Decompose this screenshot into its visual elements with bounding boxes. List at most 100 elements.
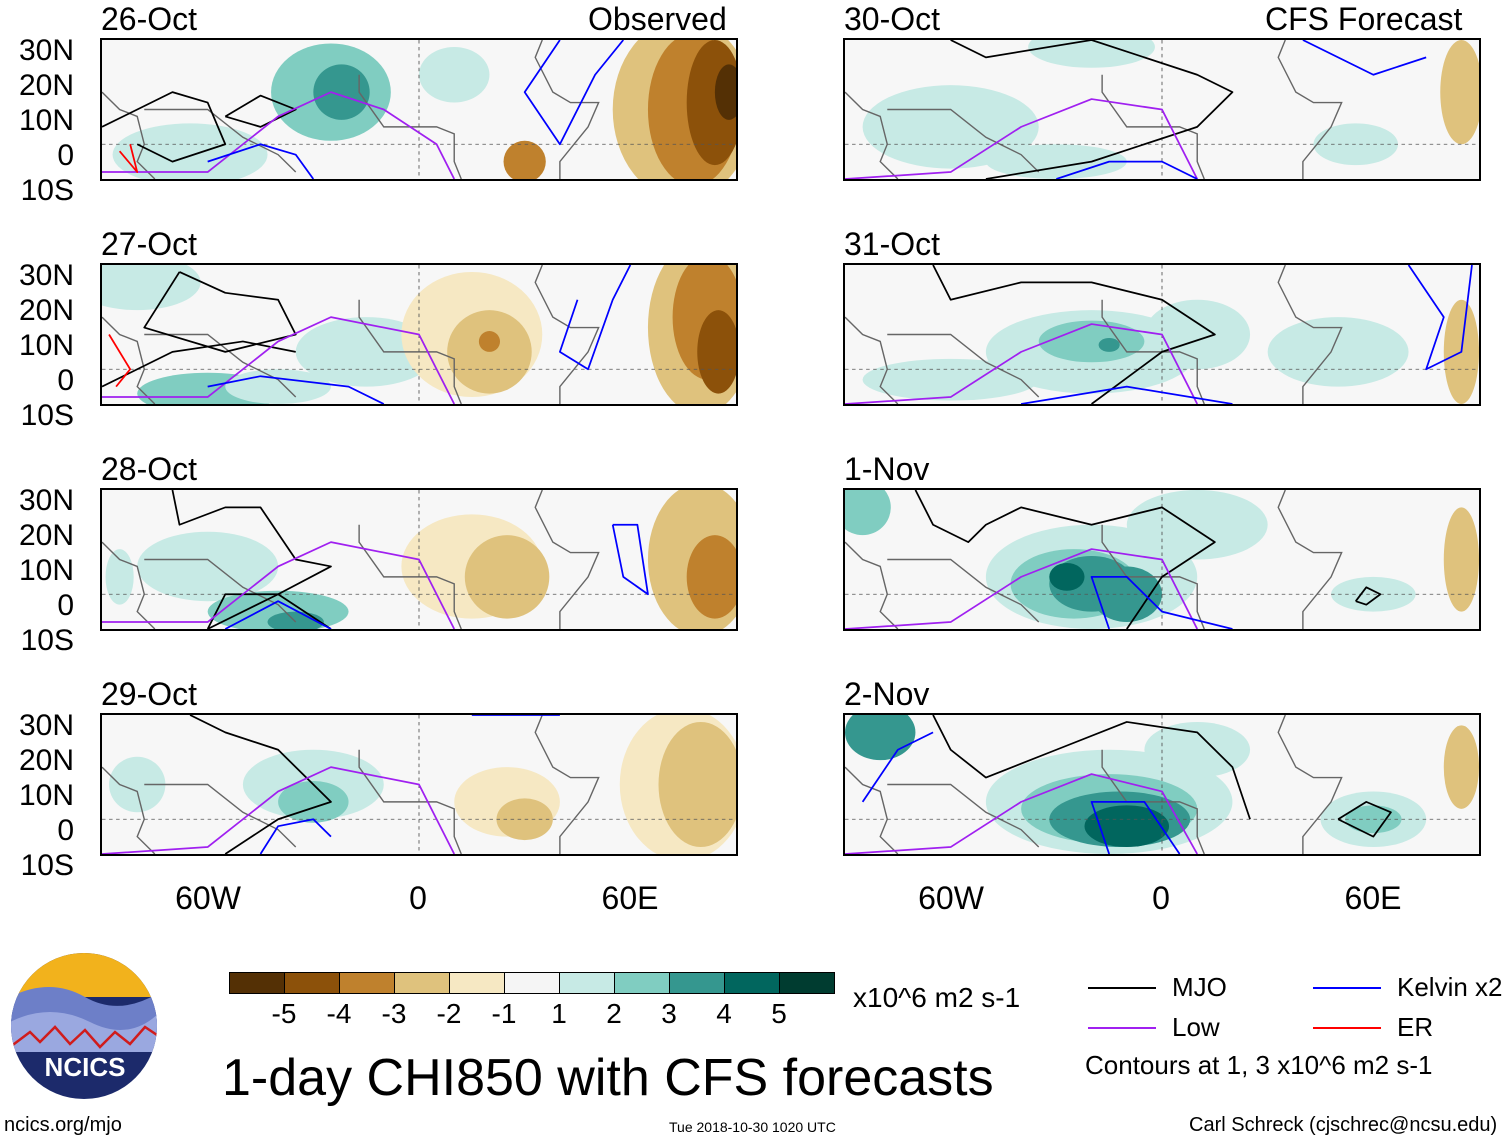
- contour-line: [102, 91, 456, 179]
- contour-line: [1407, 265, 1473, 371]
- panel-date-title: 30-Oct: [844, 1, 941, 37]
- shading-region: [278, 781, 349, 823]
- panel-date-title: 31-Oct: [844, 226, 941, 262]
- shading-region: [1038, 320, 1145, 363]
- contour-line: [207, 143, 315, 179]
- legend-line-mjo: [1088, 987, 1156, 989]
- colorbar-swatch: [394, 972, 450, 994]
- contour-line: [143, 271, 297, 353]
- coastline: [887, 333, 1040, 398]
- y-tick-label: 10S: [20, 849, 74, 882]
- shading-region: [1267, 317, 1409, 387]
- coastline: [1101, 299, 1205, 404]
- coastline: [144, 558, 297, 623]
- contour-line: [845, 98, 1199, 179]
- y-tick-label: 10S: [20, 399, 74, 432]
- shading-region: [1091, 566, 1162, 623]
- coastline: [845, 316, 899, 404]
- colorbar-swatch: [339, 972, 395, 994]
- colorbar-swatch: [504, 972, 560, 994]
- coastline: [358, 74, 462, 179]
- coastline: [534, 715, 600, 854]
- contour-line: [861, 731, 934, 803]
- y-tick-label: 30N: [18, 709, 74, 742]
- contour-note: Contours at 1, 3 x10^6 m2 s-1: [1085, 1050, 1433, 1080]
- y-tick-label: 10S: [20, 174, 74, 207]
- colorbar-swatch: [559, 972, 615, 994]
- shading-region: [845, 490, 891, 536]
- shading-region: [137, 531, 279, 602]
- y-tick-label: 30N: [18, 34, 74, 67]
- x-tick-label: 60W: [175, 880, 241, 916]
- colorbar-swatch: [724, 972, 780, 994]
- shading-region: [225, 369, 331, 404]
- colorbar-swatch: [779, 972, 835, 994]
- colorbar-label: 1: [551, 998, 567, 1029]
- contour-line: [102, 91, 227, 163]
- contour-line: [102, 766, 456, 854]
- contour-line: [171, 490, 332, 629]
- shading-region: [1331, 576, 1416, 612]
- coastline: [102, 91, 156, 179]
- contour-line: [1090, 801, 1181, 854]
- shading-region: [985, 144, 1127, 179]
- panel-date-title: 2-Nov: [844, 676, 930, 712]
- map-panel: [100, 713, 738, 856]
- shading-region: [313, 64, 370, 120]
- ncics-logo: NCICS: [11, 953, 157, 1099]
- shading-region: [105, 549, 134, 605]
- contour-line: [523, 40, 624, 146]
- colorbar-label: -4: [326, 998, 352, 1029]
- y-tick-label: 10N: [18, 554, 74, 587]
- y-tick-label: 20N: [18, 744, 74, 777]
- coastline: [102, 766, 156, 854]
- y-tick-label: 0: [57, 814, 74, 847]
- contour-line: [1056, 160, 1198, 179]
- panel-date-title: 29-Oct: [101, 676, 198, 712]
- forecast-label: CFS Forecast: [1265, 1, 1463, 37]
- figure-title: 1-day CHI850 with CFS forecasts: [222, 1049, 994, 1107]
- x-tick-label: 60E: [1344, 880, 1402, 916]
- x-tick-label: 60E: [601, 880, 659, 916]
- shading-region: [1126, 490, 1268, 560]
- coastline: [1277, 715, 1343, 854]
- contour-line: [102, 340, 296, 388]
- shading-region: [686, 535, 736, 619]
- contour-line: [611, 523, 649, 596]
- x-tick-label: 60W: [918, 880, 984, 916]
- coastline: [1277, 490, 1343, 629]
- contour-line: [1090, 576, 1233, 629]
- y-tick-label: 10N: [18, 779, 74, 812]
- contour-line: [102, 541, 456, 629]
- coastline: [358, 299, 462, 404]
- footer-url[interactable]: ncics.org/mjo: [4, 1114, 122, 1136]
- y-tick-label: 0: [57, 589, 74, 622]
- shading-region: [1098, 337, 1120, 352]
- shading-region: [1049, 562, 1085, 591]
- svg-text:NCICS: NCICS: [45, 1052, 126, 1082]
- shading-region: [862, 85, 1039, 169]
- coastline: [1277, 40, 1343, 179]
- colorbar-label: 3: [661, 998, 677, 1029]
- coastline: [144, 783, 297, 848]
- colorbar-swatch: [449, 972, 505, 994]
- coastline: [102, 541, 156, 629]
- coastline: [887, 783, 1040, 848]
- x-tick-label: 0: [409, 880, 427, 916]
- shading-region: [1313, 123, 1398, 166]
- legend-label: Kelvin x2: [1397, 972, 1503, 1002]
- contour-line: [118, 144, 139, 173]
- coastline: [1101, 749, 1205, 854]
- observed-label: Observed: [588, 1, 727, 37]
- legend-label: Low: [1172, 1012, 1220, 1042]
- shading-region: [862, 358, 1039, 401]
- shading-region: [1443, 507, 1479, 612]
- colorbar-units: x10^6 m2 s-1: [853, 982, 1021, 1013]
- colorbar-swatch: [229, 972, 285, 994]
- contour-line: [1355, 586, 1382, 606]
- y-tick-label: 30N: [18, 484, 74, 517]
- shading-region: [1443, 725, 1479, 809]
- contour-line: [845, 323, 1199, 404]
- coastline: [358, 524, 462, 629]
